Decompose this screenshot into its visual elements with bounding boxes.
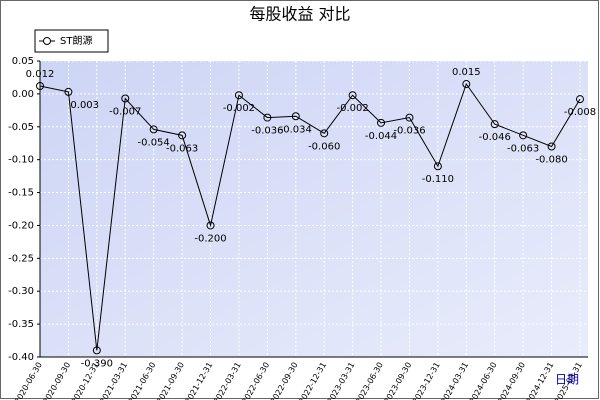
data-label: -0.063: [507, 143, 539, 154]
y-tick-label: -0.10: [8, 155, 34, 166]
data-label: -0.060: [308, 141, 340, 152]
data-label: -0.054: [138, 137, 170, 148]
marker: [576, 95, 584, 104]
marker: [462, 80, 471, 89]
marker: [178, 131, 187, 140]
x-axis-label: 日期: [555, 373, 579, 387]
line: [39, 82, 581, 351]
y-tick-label: 0.05: [12, 56, 34, 67]
data-label: -0.063: [166, 143, 198, 154]
data-label: 0.015: [452, 67, 481, 78]
data-label: -0.008: [564, 107, 596, 118]
marker: [519, 131, 528, 140]
data-label: -0.002: [223, 103, 255, 114]
y-tick-label: -0.30: [8, 286, 34, 297]
marker: [291, 112, 300, 121]
legend-label: ST朗源: [60, 34, 92, 47]
y-tick-label: -0.15: [8, 188, 34, 199]
data-label: -0.080: [535, 155, 567, 166]
marker: [64, 87, 73, 96]
data-label: -0.110: [422, 174, 454, 185]
marker: [121, 94, 130, 103]
plot-area: [40, 61, 588, 357]
data-label: -0.002: [337, 103, 369, 114]
y-tick-label: -0.40: [8, 352, 34, 363]
y-tick-label: -0.35: [8, 319, 34, 330]
data-label: -0.036: [251, 126, 283, 137]
marker: [234, 91, 243, 100]
legend-marker: [43, 37, 51, 45]
y-tick-label: -0.20: [8, 220, 34, 231]
y-tick-label: 0.00: [12, 89, 34, 100]
data-label: -0.044: [365, 131, 397, 142]
data-label: -0.036: [393, 126, 425, 137]
marker: [320, 129, 329, 138]
marker: [263, 113, 272, 122]
marker: [405, 113, 414, 122]
chart-title: 每股收益 对比: [249, 5, 350, 24]
data-label: 0.012: [26, 69, 55, 80]
marker: [433, 162, 442, 171]
y-tick-label: -0.05: [8, 122, 34, 133]
marker: [348, 91, 357, 100]
marker: [149, 125, 158, 134]
data-label: -0.200: [194, 233, 226, 244]
marker: [377, 118, 386, 127]
y-tick-label: -0.25: [8, 253, 34, 264]
data-label: -0.007: [109, 106, 141, 117]
marker: [92, 346, 101, 355]
data-label: 0.003: [70, 100, 99, 111]
data-label: -0.046: [479, 132, 511, 143]
marker: [206, 221, 215, 230]
data-label: -0.390: [81, 358, 113, 369]
legend-box: [34, 29, 109, 53]
marker: [547, 142, 556, 151]
marker: [36, 81, 44, 90]
data-label: -0.034: [280, 124, 312, 135]
marker: [490, 120, 499, 129]
